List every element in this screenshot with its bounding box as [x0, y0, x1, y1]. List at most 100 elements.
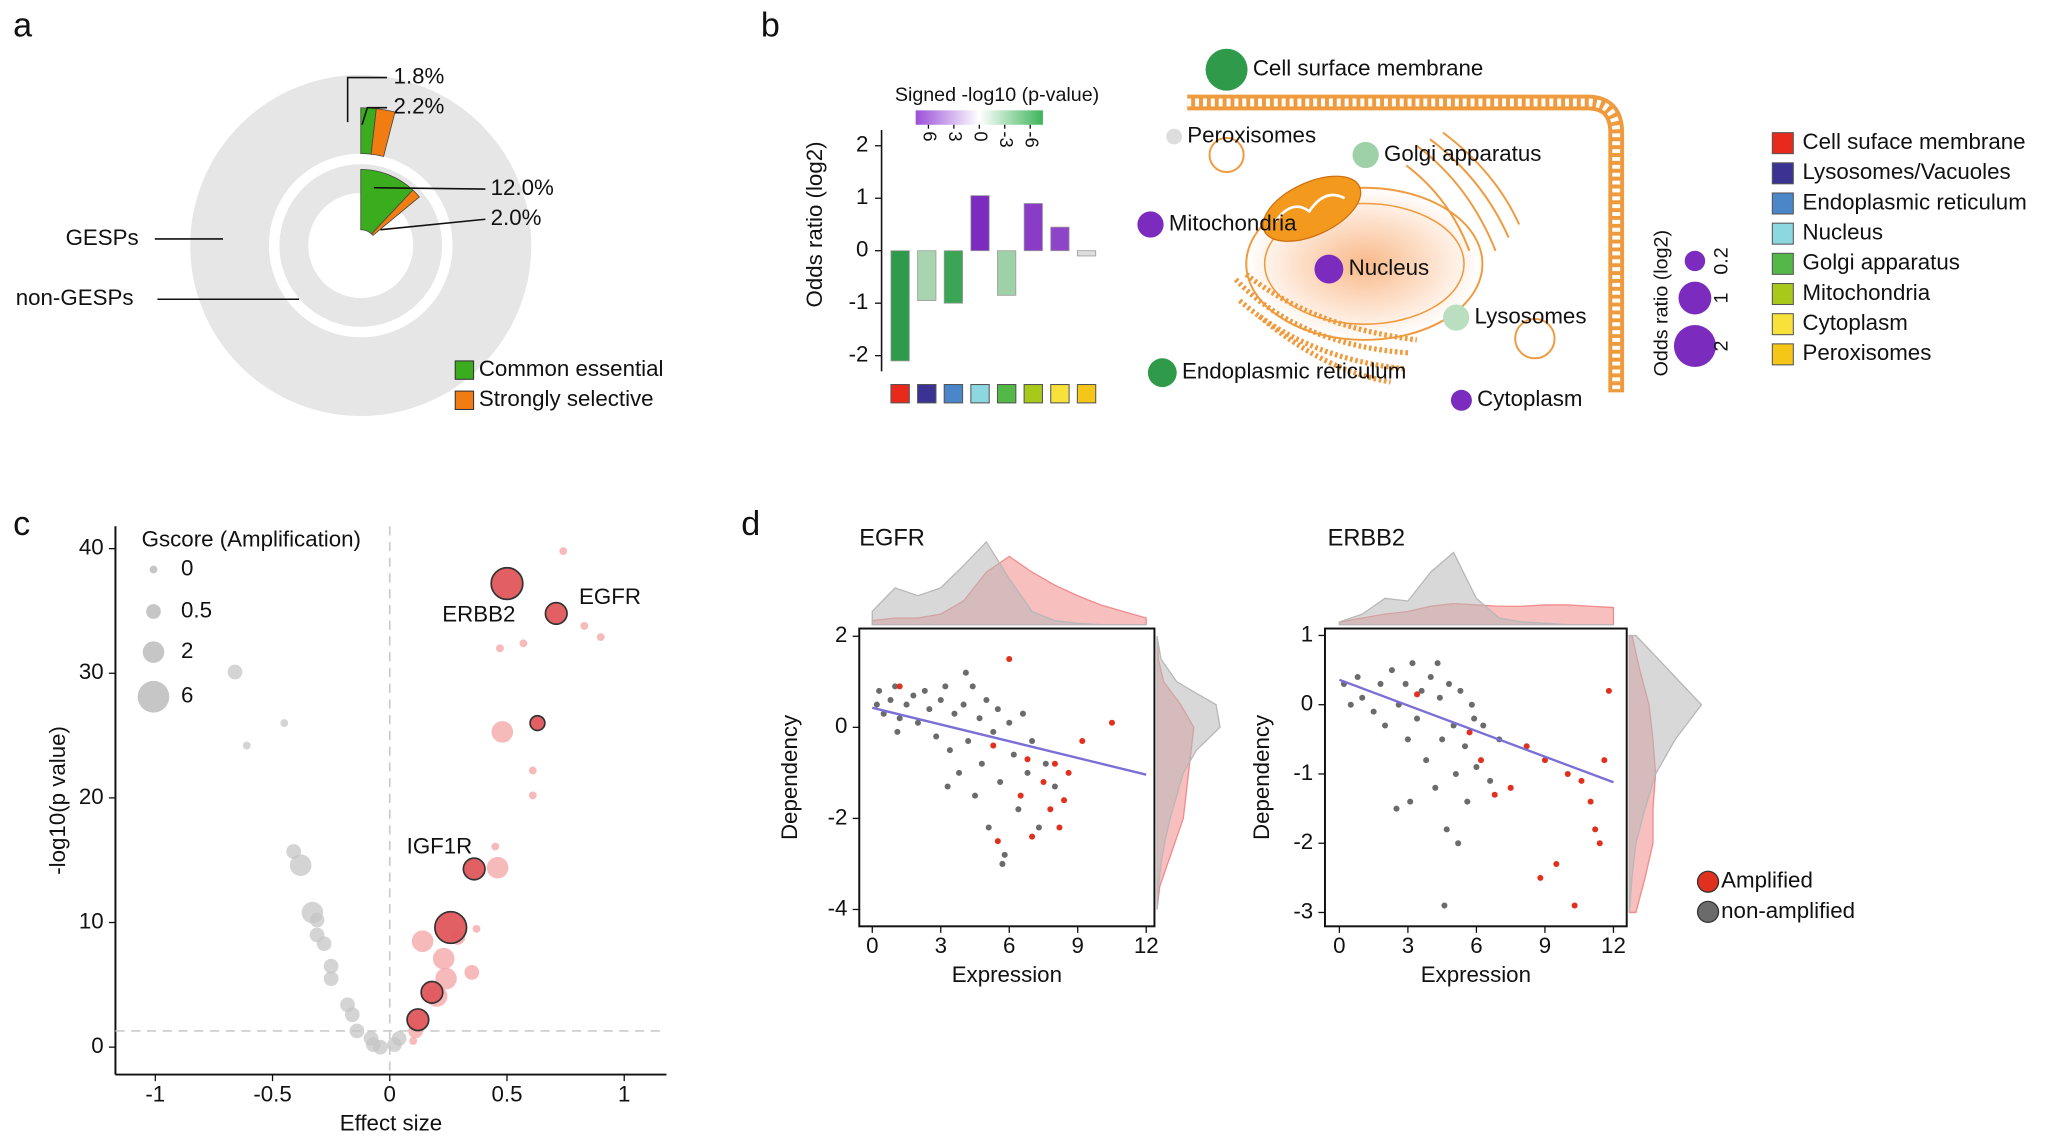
- data-point: [978, 760, 985, 767]
- data-point: [956, 769, 963, 776]
- data-point: [1564, 770, 1571, 777]
- data-point: [1079, 737, 1086, 745]
- data-point: [1065, 769, 1072, 776]
- y-tick-label: 2: [856, 132, 868, 157]
- data-point: [391, 1031, 407, 1046]
- panel-label: b: [761, 7, 780, 45]
- ring-label: non-GESPs: [16, 285, 134, 310]
- compartment-label: Lysosomes: [1475, 304, 1587, 329]
- x-tick-label: 9: [1539, 933, 1551, 958]
- data-point: [1436, 694, 1443, 701]
- compartment-bubble: [1443, 304, 1470, 331]
- data-point: [960, 701, 967, 708]
- data-point: [1377, 680, 1384, 687]
- data-point: [1047, 806, 1054, 813]
- data-point: [910, 692, 917, 699]
- legend-swatch: [1771, 222, 1794, 245]
- data-point: [990, 728, 997, 735]
- y-axis-label: Odds ratio (log2): [802, 141, 827, 307]
- compartment-label: Peroxisomes: [1187, 122, 1316, 147]
- data-point: [1466, 729, 1473, 736]
- ring-label: GESPs: [66, 225, 139, 250]
- data-point: [997, 778, 1004, 786]
- peroxisome: [1208, 136, 1245, 173]
- plot-frame: [1323, 627, 1628, 928]
- category-swatch: [890, 384, 910, 404]
- data-point: [1587, 798, 1594, 805]
- data-point: [1354, 673, 1361, 681]
- data-point: [411, 930, 434, 953]
- legend-swatch: [1771, 282, 1794, 306]
- size-legend-marker: [1678, 281, 1712, 315]
- regression-line: [871, 706, 1147, 776]
- x-tick-label: 0: [866, 933, 878, 958]
- legend-label: Amplified: [1721, 868, 1813, 893]
- data-point: [289, 854, 312, 876]
- legend-swatch: [1771, 192, 1794, 215]
- data-point: [519, 639, 528, 648]
- data-point: [544, 601, 568, 626]
- data-point: [990, 742, 997, 749]
- data-point: [365, 1037, 381, 1053]
- chart-title: ERBB2: [1328, 526, 1405, 552]
- data-point: [528, 791, 537, 800]
- x-tick-label: 1: [618, 1081, 630, 1106]
- legend-swatch: [1771, 162, 1794, 185]
- data-point: [580, 621, 589, 630]
- data-point: [1407, 798, 1414, 805]
- data-point: [1024, 756, 1031, 763]
- data-point: [309, 912, 325, 928]
- data-point: [933, 733, 940, 740]
- x-tick-label: 6: [1470, 933, 1482, 958]
- data-point: [1418, 687, 1425, 694]
- data-point: [937, 697, 944, 704]
- data-point: [1061, 797, 1068, 804]
- data-point: [1423, 757, 1430, 764]
- y-tick-label: -2: [1293, 829, 1313, 854]
- plot-frame: [858, 627, 1156, 928]
- density-area: [1156, 636, 1221, 910]
- data-point: [951, 710, 958, 717]
- data-point: [892, 683, 899, 690]
- legend-swatch: [454, 390, 475, 410]
- value-label: 12.0%: [491, 175, 554, 200]
- leader-line: [373, 186, 486, 190]
- point-annotation: EGFR: [579, 584, 641, 609]
- size-legend-marker: [149, 565, 158, 574]
- data-point: [1388, 667, 1395, 674]
- compartment-bubble: [1205, 48, 1248, 91]
- chart-title: EGFR: [859, 526, 925, 552]
- data-point: [1427, 673, 1434, 681]
- legend-label: Common essential: [479, 356, 664, 381]
- data-point: [985, 824, 992, 831]
- data-point: [432, 947, 455, 970]
- data-point: [1015, 806, 1022, 813]
- bar: [997, 250, 1017, 296]
- compartment-bubble: [1147, 358, 1177, 388]
- data-point: [1347, 701, 1354, 708]
- data-point: [1578, 777, 1585, 784]
- data-point: [1596, 840, 1603, 847]
- data-point: [942, 683, 949, 690]
- legend-label: Cell suface membrane: [1802, 129, 2025, 154]
- data-point: [1487, 777, 1494, 784]
- data-point: [344, 1007, 360, 1023]
- x-tick-label: 0: [1333, 933, 1345, 958]
- compartment-bubble: [1314, 254, 1344, 284]
- density-area: [1628, 634, 1703, 913]
- data-point: [1040, 778, 1047, 786]
- category-swatch: [1050, 384, 1070, 404]
- legend-swatch: [1771, 313, 1794, 336]
- data-point: [1473, 764, 1480, 771]
- data-point: [1571, 902, 1578, 909]
- colorbar-tick-label: 0: [970, 131, 991, 141]
- golgi: [1405, 131, 1521, 252]
- data-point: [1464, 798, 1471, 805]
- data-point: [406, 1008, 430, 1032]
- compartment-bubble: [1352, 141, 1379, 169]
- y-tick-label: 0: [91, 1033, 103, 1058]
- data-point: [896, 683, 903, 690]
- data-point: [1443, 826, 1450, 833]
- point-annotation: IGF1R: [407, 834, 473, 859]
